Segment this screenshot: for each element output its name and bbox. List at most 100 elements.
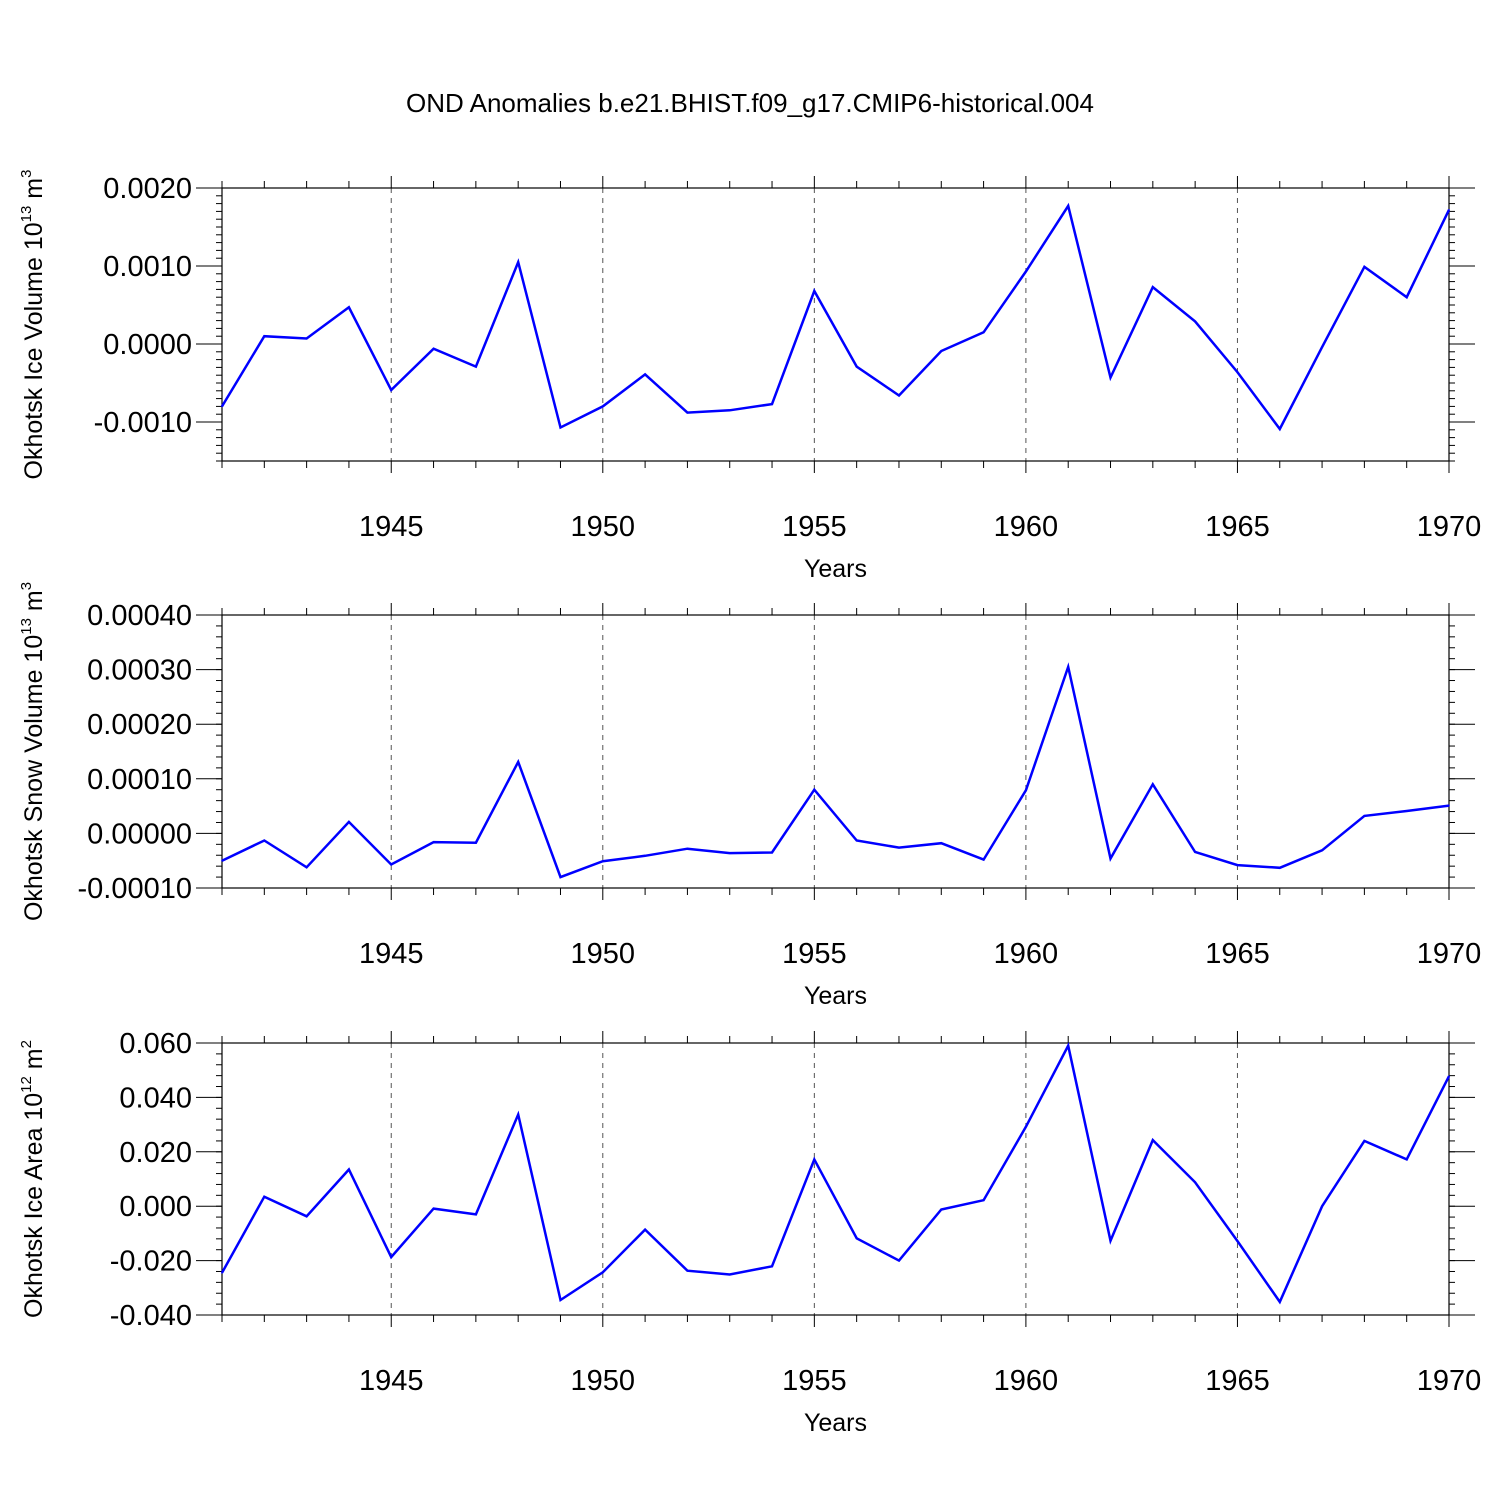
data-point	[305, 1215, 308, 1218]
y-axis-label-unit: m	[20, 590, 48, 618]
x-tick-label: 1965	[1205, 1365, 1270, 1397]
data-point	[1152, 783, 1154, 786]
x-tick-label: 1950	[571, 938, 636, 970]
y-tick-label: 0.0000	[103, 329, 192, 361]
data-point	[686, 847, 689, 850]
series-line	[220, 202, 1451, 432]
data-point	[1278, 428, 1281, 430]
data-point	[1236, 1240, 1239, 1242]
data-point	[1109, 857, 1112, 860]
data-point	[348, 821, 350, 823]
data-point	[728, 409, 731, 412]
data-point	[982, 331, 985, 334]
panel-2: -0.00010 0.00000 0.00010 0.00020 0.00030 0.00…	[18, 582, 1481, 1010]
data-point	[432, 347, 435, 350]
data-point	[517, 1113, 519, 1116]
data-point	[601, 860, 604, 863]
y-axis-label: Okhotsk Snow Volume 1013 m3	[18, 582, 48, 921]
data-point	[1405, 1158, 1408, 1161]
data-point	[1405, 810, 1408, 812]
data-point	[559, 1299, 562, 1301]
data-point	[898, 846, 900, 849]
data-point	[390, 389, 393, 391]
data-point	[1109, 376, 1112, 379]
data-point	[1067, 205, 1070, 207]
x-tick-label: 1945	[359, 511, 424, 543]
y-axis-label-text: Okhotsk Snow Volume 10	[20, 635, 48, 921]
y-tick-label: -0.00010	[78, 873, 193, 905]
data-point	[263, 335, 266, 338]
data-point	[601, 405, 604, 408]
data-point	[728, 1273, 731, 1276]
data-point	[559, 876, 562, 878]
data-point	[813, 788, 816, 791]
data-point	[517, 261, 519, 263]
data-point	[1448, 209, 1450, 211]
plot-frame	[221, 1042, 1450, 1316]
x-tick-label: 1970	[1417, 1365, 1482, 1397]
data-point	[644, 1228, 646, 1231]
data-point	[1152, 1139, 1154, 1141]
data-point	[982, 1199, 985, 1202]
x-axis-label: Years	[804, 1409, 867, 1437]
x-tick-label: 1950	[571, 511, 636, 543]
data-point	[855, 839, 858, 842]
y-axis-label-unit-exponent: 2	[18, 1040, 35, 1048]
data-point	[601, 1271, 604, 1274]
panel-3: -0.040 -0.020 0.000 0.020 0.040 0.060 1945 1950…	[18, 1028, 1481, 1437]
y-axis-label: Okhotsk Ice Volume 1013 m3	[18, 170, 48, 480]
data-point	[221, 859, 223, 862]
x-tick-label: 1955	[782, 938, 847, 970]
y-tick-label: 0.00000	[87, 818, 192, 850]
x-tick-label: 1955	[782, 511, 847, 543]
y-tick-label: 0.040	[119, 1082, 192, 1114]
data-point	[1448, 1075, 1450, 1077]
data-point	[1448, 804, 1450, 807]
data-point	[686, 1269, 689, 1272]
data-point	[221, 405, 223, 408]
data-point	[559, 426, 562, 429]
x-axis-label: Years	[804, 982, 867, 1010]
y-tick-label: 0.060	[119, 1028, 192, 1060]
data-point	[305, 866, 308, 869]
y-tick-label: 0.00040	[87, 600, 192, 632]
panel-1: -0.0010 0.0000 0.0010 0.0020 1945 1950 1955 196…	[18, 170, 1481, 583]
data-point	[855, 365, 858, 368]
data-point	[982, 858, 985, 861]
data-point	[1067, 666, 1070, 668]
x-tick-label: 1950	[571, 1365, 636, 1397]
x-tick-label: 1970	[1417, 511, 1482, 543]
y-axis-label-unit-exponent: 3	[18, 582, 35, 590]
data-point	[1321, 346, 1323, 348]
data-point	[432, 841, 435, 843]
y-axis-label-unit-exponent: 3	[18, 170, 35, 178]
data-point	[1194, 851, 1196, 853]
data-point	[390, 863, 393, 866]
data-point	[686, 411, 689, 414]
x-tick-label: 1955	[782, 1365, 847, 1397]
x-tick-label: 1970	[1417, 938, 1482, 970]
data-point	[475, 1213, 477, 1216]
panels: -0.0010 0.0000 0.0010 0.0020 1945 1950 1955 196…	[18, 170, 1481, 1437]
plot-frame	[221, 187, 1450, 462]
y-axis-label-unit: m	[20, 1048, 48, 1076]
x-tick-label: 1965	[1205, 938, 1270, 970]
data-point	[263, 839, 266, 842]
data-point	[475, 841, 477, 844]
data-point	[771, 851, 773, 854]
data-point	[475, 365, 477, 368]
data-point	[813, 1158, 816, 1161]
data-point	[1025, 789, 1027, 792]
y-tick-label: 0.00010	[87, 764, 192, 796]
data-point	[390, 1256, 393, 1258]
data-point	[1194, 320, 1196, 323]
y-tick-label: 0.00020	[87, 709, 192, 741]
data-point	[305, 337, 308, 340]
data-point	[1363, 1140, 1366, 1142]
x-tick-label: 1945	[359, 938, 424, 970]
data-point	[940, 1208, 943, 1211]
data-point	[517, 761, 519, 763]
data-point	[728, 852, 731, 854]
series-line	[220, 1042, 1451, 1305]
data-point	[1109, 1239, 1112, 1242]
